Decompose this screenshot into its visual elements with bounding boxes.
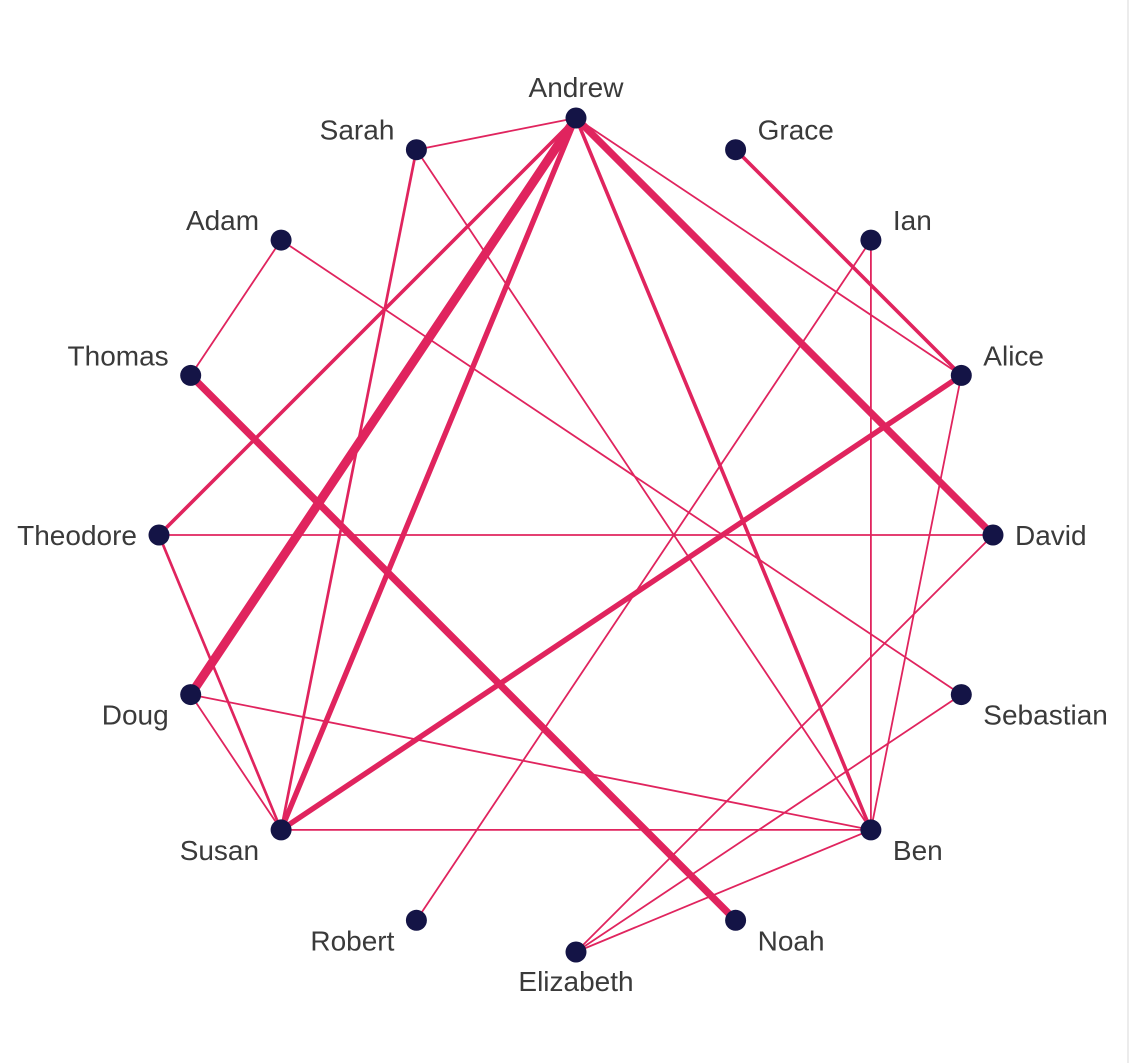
- node-label-thomas: Thomas: [68, 340, 169, 371]
- node-adam[interactable]: [270, 229, 292, 251]
- node-layer: [148, 107, 1004, 963]
- edge-doug-susan: [189, 693, 283, 831]
- label-layer: Andrew Grace Ian Alice David Sebastian Ben Noah…: [17, 72, 1108, 997]
- node-alice[interactable]: [950, 364, 972, 386]
- edge-andrew-doug: [186, 113, 581, 700]
- edge-alice-ben: [870, 374, 963, 831]
- node-ben[interactable]: [860, 819, 882, 841]
- edge-andrew-alice: [575, 117, 963, 377]
- edge-sebastian-elizabeth: [575, 693, 963, 953]
- node-label-theodore: Theodore: [17, 520, 137, 551]
- node-label-alice: Alice: [983, 340, 1044, 371]
- node-label-adam: Adam: [186, 205, 259, 236]
- node-ian[interactable]: [860, 229, 882, 251]
- node-label-andrew: Andrew: [529, 72, 625, 103]
- node-label-noah: Noah: [758, 925, 825, 956]
- node-label-ben: Ben: [893, 835, 943, 866]
- node-label-sarah: Sarah: [320, 115, 395, 146]
- edge-ben-elizabeth: [575, 829, 872, 953]
- node-label-david: David: [1015, 520, 1087, 551]
- edge-andrew-theodore: [157, 116, 578, 537]
- node-label-ian: Ian: [893, 205, 932, 236]
- node-noah[interactable]: [725, 909, 747, 931]
- edge-susan-alice: [278, 372, 964, 833]
- edge-andrew-sarah: [415, 117, 577, 151]
- node-andrew[interactable]: [565, 107, 587, 129]
- node-label-doug: Doug: [102, 700, 169, 731]
- node-sarah[interactable]: [405, 139, 427, 161]
- node-theodore[interactable]: [148, 524, 170, 546]
- edge-adam-thomas: [189, 239, 283, 377]
- edge-theodore-susan: [157, 533, 283, 832]
- node-label-elizabeth: Elizabeth: [518, 966, 633, 997]
- edge-david-elizabeth: [575, 534, 994, 953]
- edge-andrew-ben: [574, 116, 873, 832]
- edge-grace-alice: [733, 147, 964, 378]
- edge-thomas-noah: [187, 371, 740, 924]
- node-grace[interactable]: [725, 139, 747, 161]
- node-susan[interactable]: [270, 819, 292, 841]
- right-edge-divider: [1127, 0, 1129, 1063]
- node-doug[interactable]: [180, 684, 202, 706]
- node-label-susan: Susan: [180, 835, 259, 866]
- edge-ian-robert: [415, 239, 872, 922]
- edge-layer: [157, 113, 997, 953]
- node-sebastian[interactable]: [950, 684, 972, 706]
- node-elizabeth[interactable]: [565, 941, 587, 963]
- node-thomas[interactable]: [180, 364, 202, 386]
- edge-andrew-susan: [278, 115, 579, 833]
- node-david[interactable]: [982, 524, 1004, 546]
- edge-adam-sebastian: [280, 239, 963, 696]
- node-label-robert: Robert: [310, 925, 394, 956]
- node-label-grace: Grace: [758, 115, 834, 146]
- edge-andrew-david: [572, 114, 997, 539]
- edge-doug-ben: [189, 693, 872, 831]
- node-robert[interactable]: [405, 909, 427, 931]
- node-label-sebastian: Sebastian: [983, 700, 1108, 731]
- edge-sarah-ben: [415, 148, 872, 831]
